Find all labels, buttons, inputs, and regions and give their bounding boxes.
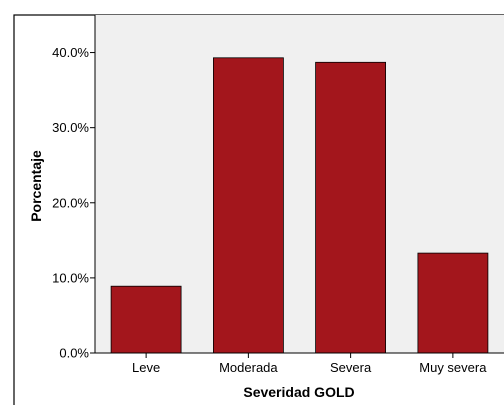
- x-tick-label: Severa: [330, 360, 372, 375]
- y-tick-label: 30.0%: [52, 120, 89, 135]
- y-tick-label: 10.0%: [52, 270, 89, 285]
- x-ticks-group: Leve Moderada Severa Muy severa: [132, 353, 487, 375]
- bar-muy-severa: [417, 252, 489, 354]
- bar-severa: [315, 61, 387, 354]
- y-axis-title: Porcentaje: [28, 150, 44, 222]
- y-tick-label: 40.0%: [52, 45, 89, 60]
- y-tick-label: 0.0%: [59, 346, 89, 361]
- bars-group: [110, 57, 489, 354]
- x-tick-label: Moderada: [219, 360, 278, 375]
- x-tick-label: Muy severa: [419, 360, 487, 375]
- y-ticks-group: 0.0% 10.0% 20.0% 30.0% 40.0%: [52, 45, 95, 361]
- x-tick-label: Leve: [132, 360, 160, 375]
- bar-moderada: [212, 57, 284, 354]
- bar-leve: [110, 285, 182, 354]
- x-axis-title: Severidad GOLD: [243, 384, 354, 400]
- y-tick-label: 20.0%: [52, 195, 89, 210]
